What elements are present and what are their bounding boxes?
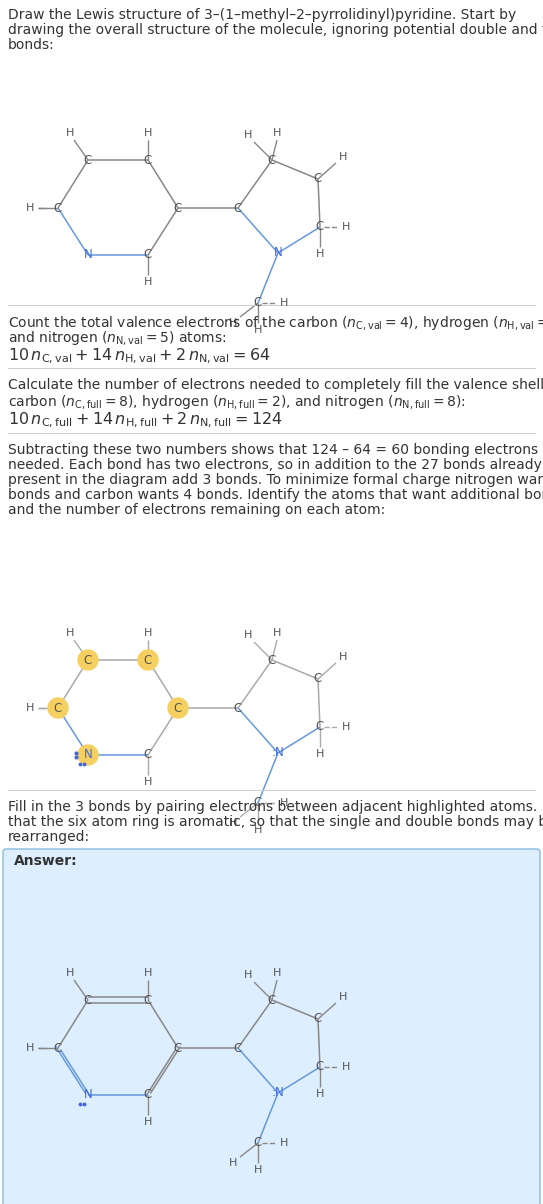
Text: C: C	[268, 993, 276, 1007]
Text: Fill in the 3 bonds by pairing electrons between adjacent highlighted atoms. Not: Fill in the 3 bonds by pairing electrons…	[8, 799, 543, 814]
Text: Count the total valence electrons of the carbon ($n_{\mathrm{C,val}} = 4$), hydr: Count the total valence electrons of the…	[8, 314, 543, 332]
Text: C: C	[316, 720, 324, 733]
Text: H: H	[229, 1158, 237, 1168]
Text: $10\,n_{\mathrm{C,full}} + 14\,n_{\mathrm{H,full}} + 2\,n_{\mathrm{N,full}} = 12: $10\,n_{\mathrm{C,full}} + 14\,n_{\mathr…	[8, 411, 282, 430]
Text: C: C	[144, 749, 152, 761]
Text: H: H	[66, 128, 74, 138]
Text: H: H	[254, 325, 262, 335]
Text: C: C	[174, 201, 182, 214]
Text: C: C	[254, 296, 262, 309]
Text: H: H	[280, 798, 288, 808]
Text: C: C	[54, 702, 62, 714]
Text: C: C	[174, 1041, 182, 1055]
Text: H: H	[244, 970, 252, 980]
Text: H: H	[144, 628, 152, 638]
Text: H: H	[280, 299, 288, 308]
Text: C: C	[316, 1061, 324, 1074]
Text: H: H	[342, 222, 350, 232]
Text: C: C	[234, 1041, 242, 1055]
Text: H: H	[273, 628, 281, 638]
Text: bonds:: bonds:	[8, 39, 55, 52]
Text: H: H	[339, 992, 347, 1002]
Text: H: H	[316, 1088, 324, 1099]
Text: C: C	[234, 201, 242, 214]
Text: C: C	[314, 172, 322, 185]
Text: C: C	[144, 654, 152, 667]
Text: H: H	[342, 722, 350, 732]
Text: H: H	[26, 1043, 34, 1054]
Text: H: H	[244, 630, 252, 641]
Text: H: H	[144, 277, 152, 287]
Text: H: H	[244, 130, 252, 140]
Text: C: C	[84, 153, 92, 166]
Text: H: H	[144, 1117, 152, 1127]
Text: C: C	[84, 654, 92, 667]
Text: N: N	[84, 248, 92, 261]
Text: bonds and carbon wants 4 bonds. Identify the atoms that want additional bonds: bonds and carbon wants 4 bonds. Identify…	[8, 488, 543, 502]
Text: :N: :N	[272, 1086, 285, 1099]
Circle shape	[138, 650, 158, 669]
Text: Subtracting these two numbers shows that 124 – 64 = 60 bonding electrons are: Subtracting these two numbers shows that…	[8, 443, 543, 458]
Text: and nitrogen ($n_{\mathrm{N,val}} = 5$) atoms:: and nitrogen ($n_{\mathrm{N,val}} = 5$) …	[8, 329, 226, 347]
Text: Draw the Lewis structure of 3–(1–methyl–2–pyrrolidinyl)pyridine. Start by: Draw the Lewis structure of 3–(1–methyl–…	[8, 8, 516, 22]
Text: C: C	[254, 1137, 262, 1150]
Text: C: C	[144, 153, 152, 166]
Text: H: H	[339, 152, 347, 163]
Text: C: C	[144, 993, 152, 1007]
Text: H: H	[273, 968, 281, 978]
Circle shape	[48, 698, 68, 718]
Text: H: H	[26, 203, 34, 213]
Text: N: N	[274, 247, 282, 260]
Circle shape	[168, 698, 188, 718]
Text: H: H	[273, 128, 281, 138]
Text: H: H	[254, 1165, 262, 1175]
Text: C: C	[268, 153, 276, 166]
Text: C: C	[54, 1041, 62, 1055]
Text: C: C	[314, 1013, 322, 1026]
Circle shape	[78, 745, 98, 765]
Text: present in the diagram add 3 bonds. To minimize formal charge nitrogen wants 3: present in the diagram add 3 bonds. To m…	[8, 473, 543, 486]
Text: H: H	[280, 1138, 288, 1147]
Text: C: C	[234, 702, 242, 714]
Text: H: H	[229, 818, 237, 828]
Text: needed. Each bond has two electrons, so in addition to the 27 bonds already: needed. Each bond has two electrons, so …	[8, 458, 542, 472]
Text: $10\,n_{\mathrm{C,val}} + 14\,n_{\mathrm{H,val}} + 2\,n_{\mathrm{N,val}} = 64$: $10\,n_{\mathrm{C,val}} + 14\,n_{\mathrm…	[8, 347, 270, 366]
Text: C: C	[268, 654, 276, 667]
Text: C: C	[316, 220, 324, 234]
Text: H: H	[144, 777, 152, 787]
Text: H: H	[26, 703, 34, 713]
Text: H: H	[316, 249, 324, 259]
Text: H: H	[254, 825, 262, 836]
Text: H: H	[316, 749, 324, 759]
Text: C: C	[314, 673, 322, 685]
Text: H: H	[66, 628, 74, 638]
Text: C: C	[144, 248, 152, 261]
Text: drawing the overall structure of the molecule, ignoring potential double and tri: drawing the overall structure of the mol…	[8, 23, 543, 37]
Circle shape	[78, 650, 98, 669]
FancyBboxPatch shape	[3, 849, 540, 1204]
Text: C: C	[84, 993, 92, 1007]
Text: carbon ($n_{\mathrm{C,full}} = 8$), hydrogen ($n_{\mathrm{H,full}} = 2$), and ni: carbon ($n_{\mathrm{C,full}} = 8$), hydr…	[8, 393, 466, 411]
Text: :N: :N	[272, 746, 285, 760]
Text: H: H	[66, 968, 74, 978]
Text: C: C	[254, 797, 262, 809]
Text: C: C	[144, 1088, 152, 1102]
Text: C: C	[174, 702, 182, 714]
Text: H: H	[339, 653, 347, 662]
Text: N: N	[84, 749, 92, 761]
Text: rearranged:: rearranged:	[8, 830, 90, 844]
Text: that the six atom ring is aromatic, so that the single and double bonds may be: that the six atom ring is aromatic, so t…	[8, 815, 543, 830]
Text: C: C	[54, 201, 62, 214]
Text: Answer:: Answer:	[14, 854, 78, 868]
Text: H: H	[342, 1062, 350, 1072]
Text: N: N	[84, 1088, 92, 1102]
Text: Calculate the number of electrons needed to completely fill the valence shells f: Calculate the number of electrons needed…	[8, 378, 543, 393]
Text: H: H	[229, 318, 237, 327]
Text: H: H	[144, 128, 152, 138]
Text: and the number of electrons remaining on each atom:: and the number of electrons remaining on…	[8, 503, 385, 517]
Text: H: H	[144, 968, 152, 978]
